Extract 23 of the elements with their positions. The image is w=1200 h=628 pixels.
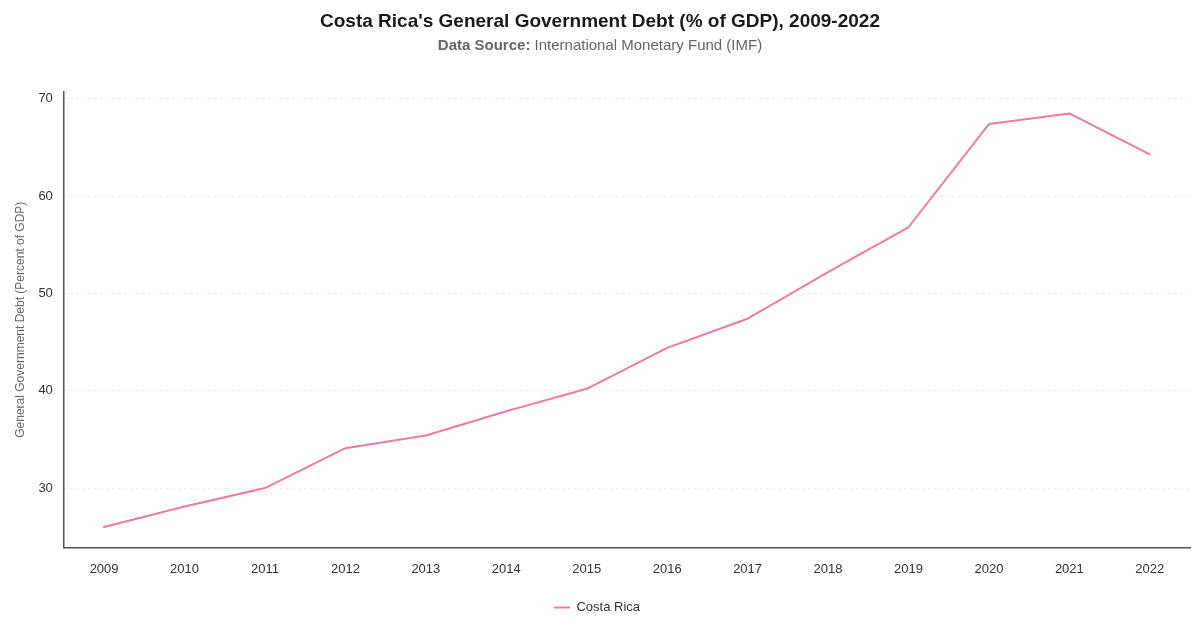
y-tick-label: 30 bbox=[38, 479, 53, 495]
x-tick-label: 2017 bbox=[733, 560, 763, 576]
x-tick-label: 2018 bbox=[813, 560, 843, 576]
x-tick-label: 2014 bbox=[491, 560, 521, 576]
y-tick-label: 40 bbox=[38, 382, 53, 398]
x-tick-label: 2013 bbox=[411, 560, 441, 576]
x-tick-label: 2021 bbox=[1054, 560, 1084, 576]
x-tick-label: 2011 bbox=[250, 560, 279, 576]
x-tick-label: 2015 bbox=[572, 560, 602, 576]
x-tick-label: 2022 bbox=[1135, 560, 1165, 576]
x-tick-label: 2019 bbox=[894, 560, 923, 576]
x-tick-label: 2012 bbox=[330, 560, 360, 576]
x-tick-label: 2009 bbox=[89, 560, 119, 576]
y-tick-label: 50 bbox=[38, 285, 53, 301]
chart-title: Costa Rica's General Government Debt (% of GDP), 2009-2022 bbox=[320, 10, 880, 32]
y-tick-label: 70 bbox=[38, 90, 53, 106]
y-axis-title: General Government Debt (Percent of GDP) bbox=[12, 201, 27, 438]
legend-label: Costa Rica bbox=[576, 599, 641, 615]
x-tick-label: 2016 bbox=[652, 560, 682, 576]
chart-subtitle: Data Source: International Monetary Fund (IMF) bbox=[437, 36, 763, 54]
y-tick-label: 60 bbox=[38, 187, 53, 203]
x-tick-label: 2010 bbox=[170, 560, 199, 576]
x-tick-label: 2020 bbox=[974, 560, 1004, 576]
